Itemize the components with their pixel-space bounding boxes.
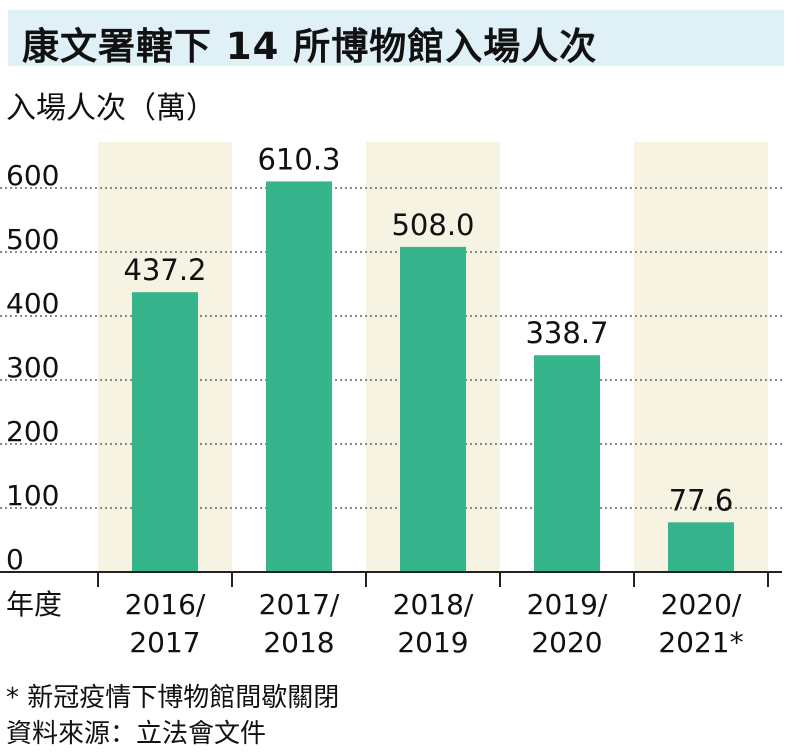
y-axis-unit-label: 入場人次（萬）: [6, 91, 216, 126]
x-tick-label: 2019: [397, 626, 468, 659]
x-tick-label: 2016/: [125, 588, 206, 621]
source-note: 資料來源：立法會文件: [6, 719, 267, 749]
bar: [266, 181, 332, 572]
y-tick-label: 200: [6, 415, 59, 448]
x-axis-label: 年度: [6, 588, 62, 621]
bar-value-label: 338.7: [525, 316, 608, 350]
bar-value-label: 508.0: [391, 208, 474, 242]
x-tick-label: 2018: [263, 626, 334, 659]
bar: [400, 246, 466, 572]
bar-value-label: 437.2: [123, 253, 206, 287]
y-tick-label: 0: [6, 543, 24, 576]
y-tick-label: 300: [6, 351, 59, 384]
bar: [668, 522, 734, 572]
x-tick-label: 2020/: [661, 588, 742, 621]
background-band: [634, 142, 768, 572]
bar: [132, 292, 198, 572]
x-tick-label: 2019/: [527, 588, 608, 621]
title-band: 康文署轄下 14 所博物館入場人次: [8, 10, 784, 68]
bar: [534, 355, 600, 572]
chart-title: 康文署轄下 14 所博物館入場人次: [22, 25, 598, 68]
bar-value-label: 77.6: [669, 483, 734, 517]
x-tick-label: 2021*: [658, 626, 743, 659]
y-tick-label: 100: [6, 479, 59, 512]
bar-chart: 0 100 200 300 400 500 600 437.2 610.3 508.0 338.7 7…: [0, 142, 782, 659]
y-tick-label: 500: [6, 223, 59, 256]
x-tick-label: 2018/: [393, 588, 474, 621]
y-tick-label: 400: [6, 287, 59, 320]
y-tick-label: 600: [6, 159, 59, 192]
bar-value-label: 610.3: [257, 142, 340, 176]
x-tick-label: 2017/: [259, 588, 340, 621]
footnote: * 新冠疫情下博物館間歇關閉: [6, 683, 340, 713]
x-tick-label: 2017: [129, 626, 200, 659]
x-tick-label: 2020: [531, 626, 602, 659]
notes: * 新冠疫情下博物館間歇關閉 資料來源：立法會文件: [6, 680, 339, 752]
